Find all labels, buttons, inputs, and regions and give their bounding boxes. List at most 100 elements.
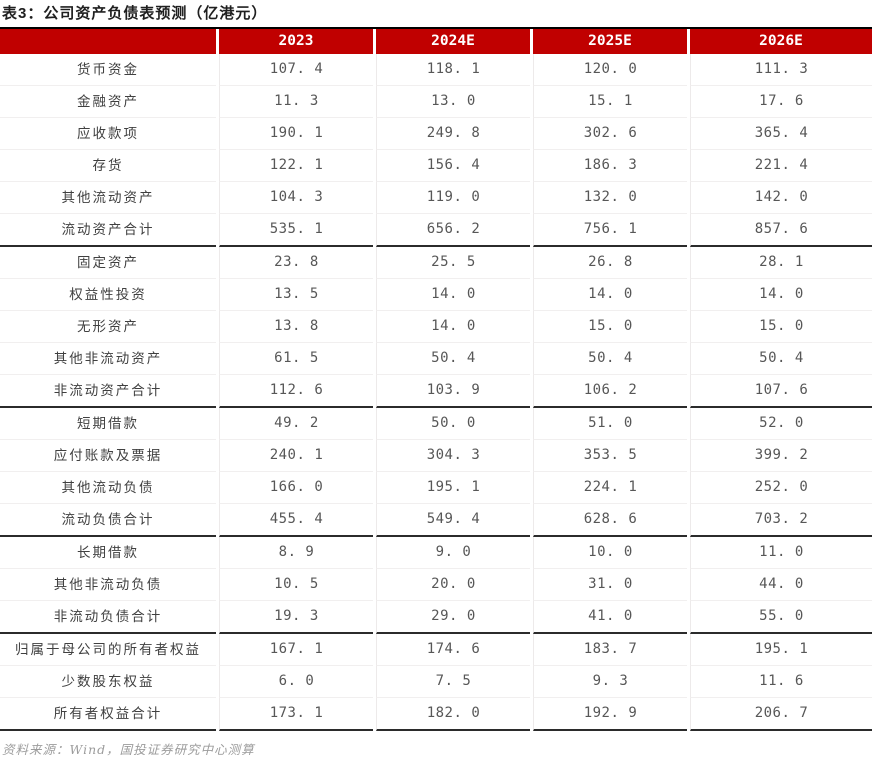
table-row: 存货 122. 1 156. 4 186. 3 221. 4 — [0, 150, 872, 182]
column-header-2023: 2023 — [219, 29, 373, 54]
row-label: 归属于母公司的所有者权益 — [0, 634, 216, 666]
cell-value: 756. 1 — [533, 214, 687, 247]
cell-value: 13. 5 — [219, 279, 373, 311]
cell-value: 6. 0 — [219, 666, 373, 698]
cell-value: 549. 4 — [376, 504, 530, 537]
cell-value: 174. 6 — [376, 634, 530, 666]
cell-value: 26. 8 — [533, 247, 687, 279]
cell-value: 118. 1 — [376, 54, 530, 86]
cell-value: 50. 4 — [376, 343, 530, 375]
cell-value: 9. 3 — [533, 666, 687, 698]
table-row: 少数股东权益 6. 0 7. 5 9. 3 11. 6 — [0, 666, 872, 698]
table-header-row: 2023 2024E 2025E 2026E — [0, 29, 872, 54]
cell-value: 240. 1 — [219, 440, 373, 472]
cell-value: 455. 4 — [219, 504, 373, 537]
cell-value: 50. 4 — [690, 343, 872, 375]
row-label: 所有者权益合计 — [0, 698, 216, 731]
row-label: 货币资金 — [0, 54, 216, 86]
cell-value: 192. 9 — [533, 698, 687, 731]
cell-value: 656. 2 — [376, 214, 530, 247]
cell-value: 166. 0 — [219, 472, 373, 504]
cell-value: 122. 1 — [219, 150, 373, 182]
cell-value: 7. 5 — [376, 666, 530, 698]
cell-value: 29. 0 — [376, 601, 530, 634]
cell-value: 28. 1 — [690, 247, 872, 279]
table-row: 货币资金 107. 4 118. 1 120. 0 111. 3 — [0, 54, 872, 86]
cell-value: 112. 6 — [219, 375, 373, 408]
table-row: 非流动负债合计 19. 3 29. 0 41. 0 55. 0 — [0, 601, 872, 634]
row-label: 权益性投资 — [0, 279, 216, 311]
row-label: 流动负债合计 — [0, 504, 216, 537]
row-label: 其他流动负债 — [0, 472, 216, 504]
cell-value: 119. 0 — [376, 182, 530, 214]
table-row: 所有者权益合计 173. 1 182. 0 192. 9 206. 7 — [0, 698, 872, 731]
cell-value: 31. 0 — [533, 569, 687, 601]
row-label: 流动资产合计 — [0, 214, 216, 247]
cell-value: 142. 0 — [690, 182, 872, 214]
row-label: 金融资产 — [0, 86, 216, 118]
row-label: 非流动资产合计 — [0, 375, 216, 408]
cell-value: 302. 6 — [533, 118, 687, 150]
cell-value: 50. 4 — [533, 343, 687, 375]
table-row: 短期借款 49. 2 50. 0 51. 0 52. 0 — [0, 408, 872, 440]
cell-value: 195. 1 — [690, 634, 872, 666]
row-label: 无形资产 — [0, 311, 216, 343]
cell-value: 14. 0 — [533, 279, 687, 311]
cell-value: 195. 1 — [376, 472, 530, 504]
cell-value: 15. 0 — [533, 311, 687, 343]
cell-value: 353. 5 — [533, 440, 687, 472]
cell-value: 44. 0 — [690, 569, 872, 601]
table-row: 非流动资产合计 112. 6 103. 9 106. 2 107. 6 — [0, 375, 872, 408]
row-label: 长期借款 — [0, 537, 216, 569]
cell-value: 61. 5 — [219, 343, 373, 375]
cell-value: 252. 0 — [690, 472, 872, 504]
cell-value: 190. 1 — [219, 118, 373, 150]
table-row: 权益性投资 13. 5 14. 0 14. 0 14. 0 — [0, 279, 872, 311]
cell-value: 106. 2 — [533, 375, 687, 408]
cell-value: 50. 0 — [376, 408, 530, 440]
row-label: 少数股东权益 — [0, 666, 216, 698]
row-label: 固定资产 — [0, 247, 216, 279]
table-row: 流动资产合计 535. 1 656. 2 756. 1 857. 6 — [0, 214, 872, 247]
cell-value: 23. 8 — [219, 247, 373, 279]
cell-value: 10. 5 — [219, 569, 373, 601]
cell-value: 186. 3 — [533, 150, 687, 182]
cell-value: 167. 1 — [219, 634, 373, 666]
cell-value: 628. 6 — [533, 504, 687, 537]
cell-value: 224. 1 — [533, 472, 687, 504]
cell-value: 11. 6 — [690, 666, 872, 698]
table-row: 无形资产 13. 8 14. 0 15. 0 15. 0 — [0, 311, 872, 343]
table-title: 表3：公司资产负债表预测（亿港元） — [2, 5, 268, 22]
table-row: 固定资产 23. 8 25. 5 26. 8 28. 1 — [0, 247, 872, 279]
row-label: 应收款项 — [0, 118, 216, 150]
cell-value: 703. 2 — [690, 504, 872, 537]
cell-value: 25. 5 — [376, 247, 530, 279]
cell-value: 9. 0 — [376, 537, 530, 569]
cell-value: 132. 0 — [533, 182, 687, 214]
cell-value: 15. 0 — [690, 311, 872, 343]
source-note: 资料来源：Wind，国投证券研究中心测算 — [2, 742, 255, 757]
cell-value: 15. 1 — [533, 86, 687, 118]
table-row: 流动负债合计 455. 4 549. 4 628. 6 703. 2 — [0, 504, 872, 537]
column-header-2026e: 2026E — [690, 29, 872, 54]
row-label: 非流动负债合计 — [0, 601, 216, 634]
row-label: 短期借款 — [0, 408, 216, 440]
table-body: 货币资金 107. 4 118. 1 120. 0 111. 3 金融资产 11. 3 13.… — [0, 54, 872, 731]
row-label: 其他非流动负债 — [0, 569, 216, 601]
table-row: 长期借款 8. 9 9. 0 10. 0 11. 0 — [0, 537, 872, 569]
cell-value: 14. 0 — [690, 279, 872, 311]
cell-value: 20. 0 — [376, 569, 530, 601]
cell-value: 41. 0 — [533, 601, 687, 634]
cell-value: 156. 4 — [376, 150, 530, 182]
cell-value: 14. 0 — [376, 279, 530, 311]
cell-value: 10. 0 — [533, 537, 687, 569]
cell-value: 249. 8 — [376, 118, 530, 150]
cell-value: 14. 0 — [376, 311, 530, 343]
cell-value: 182. 0 — [376, 698, 530, 731]
table-row: 应付账款及票据 240. 1 304. 3 353. 5 399. 2 — [0, 440, 872, 472]
cell-value: 8. 9 — [219, 537, 373, 569]
cell-value: 11. 0 — [690, 537, 872, 569]
cell-value: 857. 6 — [690, 214, 872, 247]
cell-value: 111. 3 — [690, 54, 872, 86]
